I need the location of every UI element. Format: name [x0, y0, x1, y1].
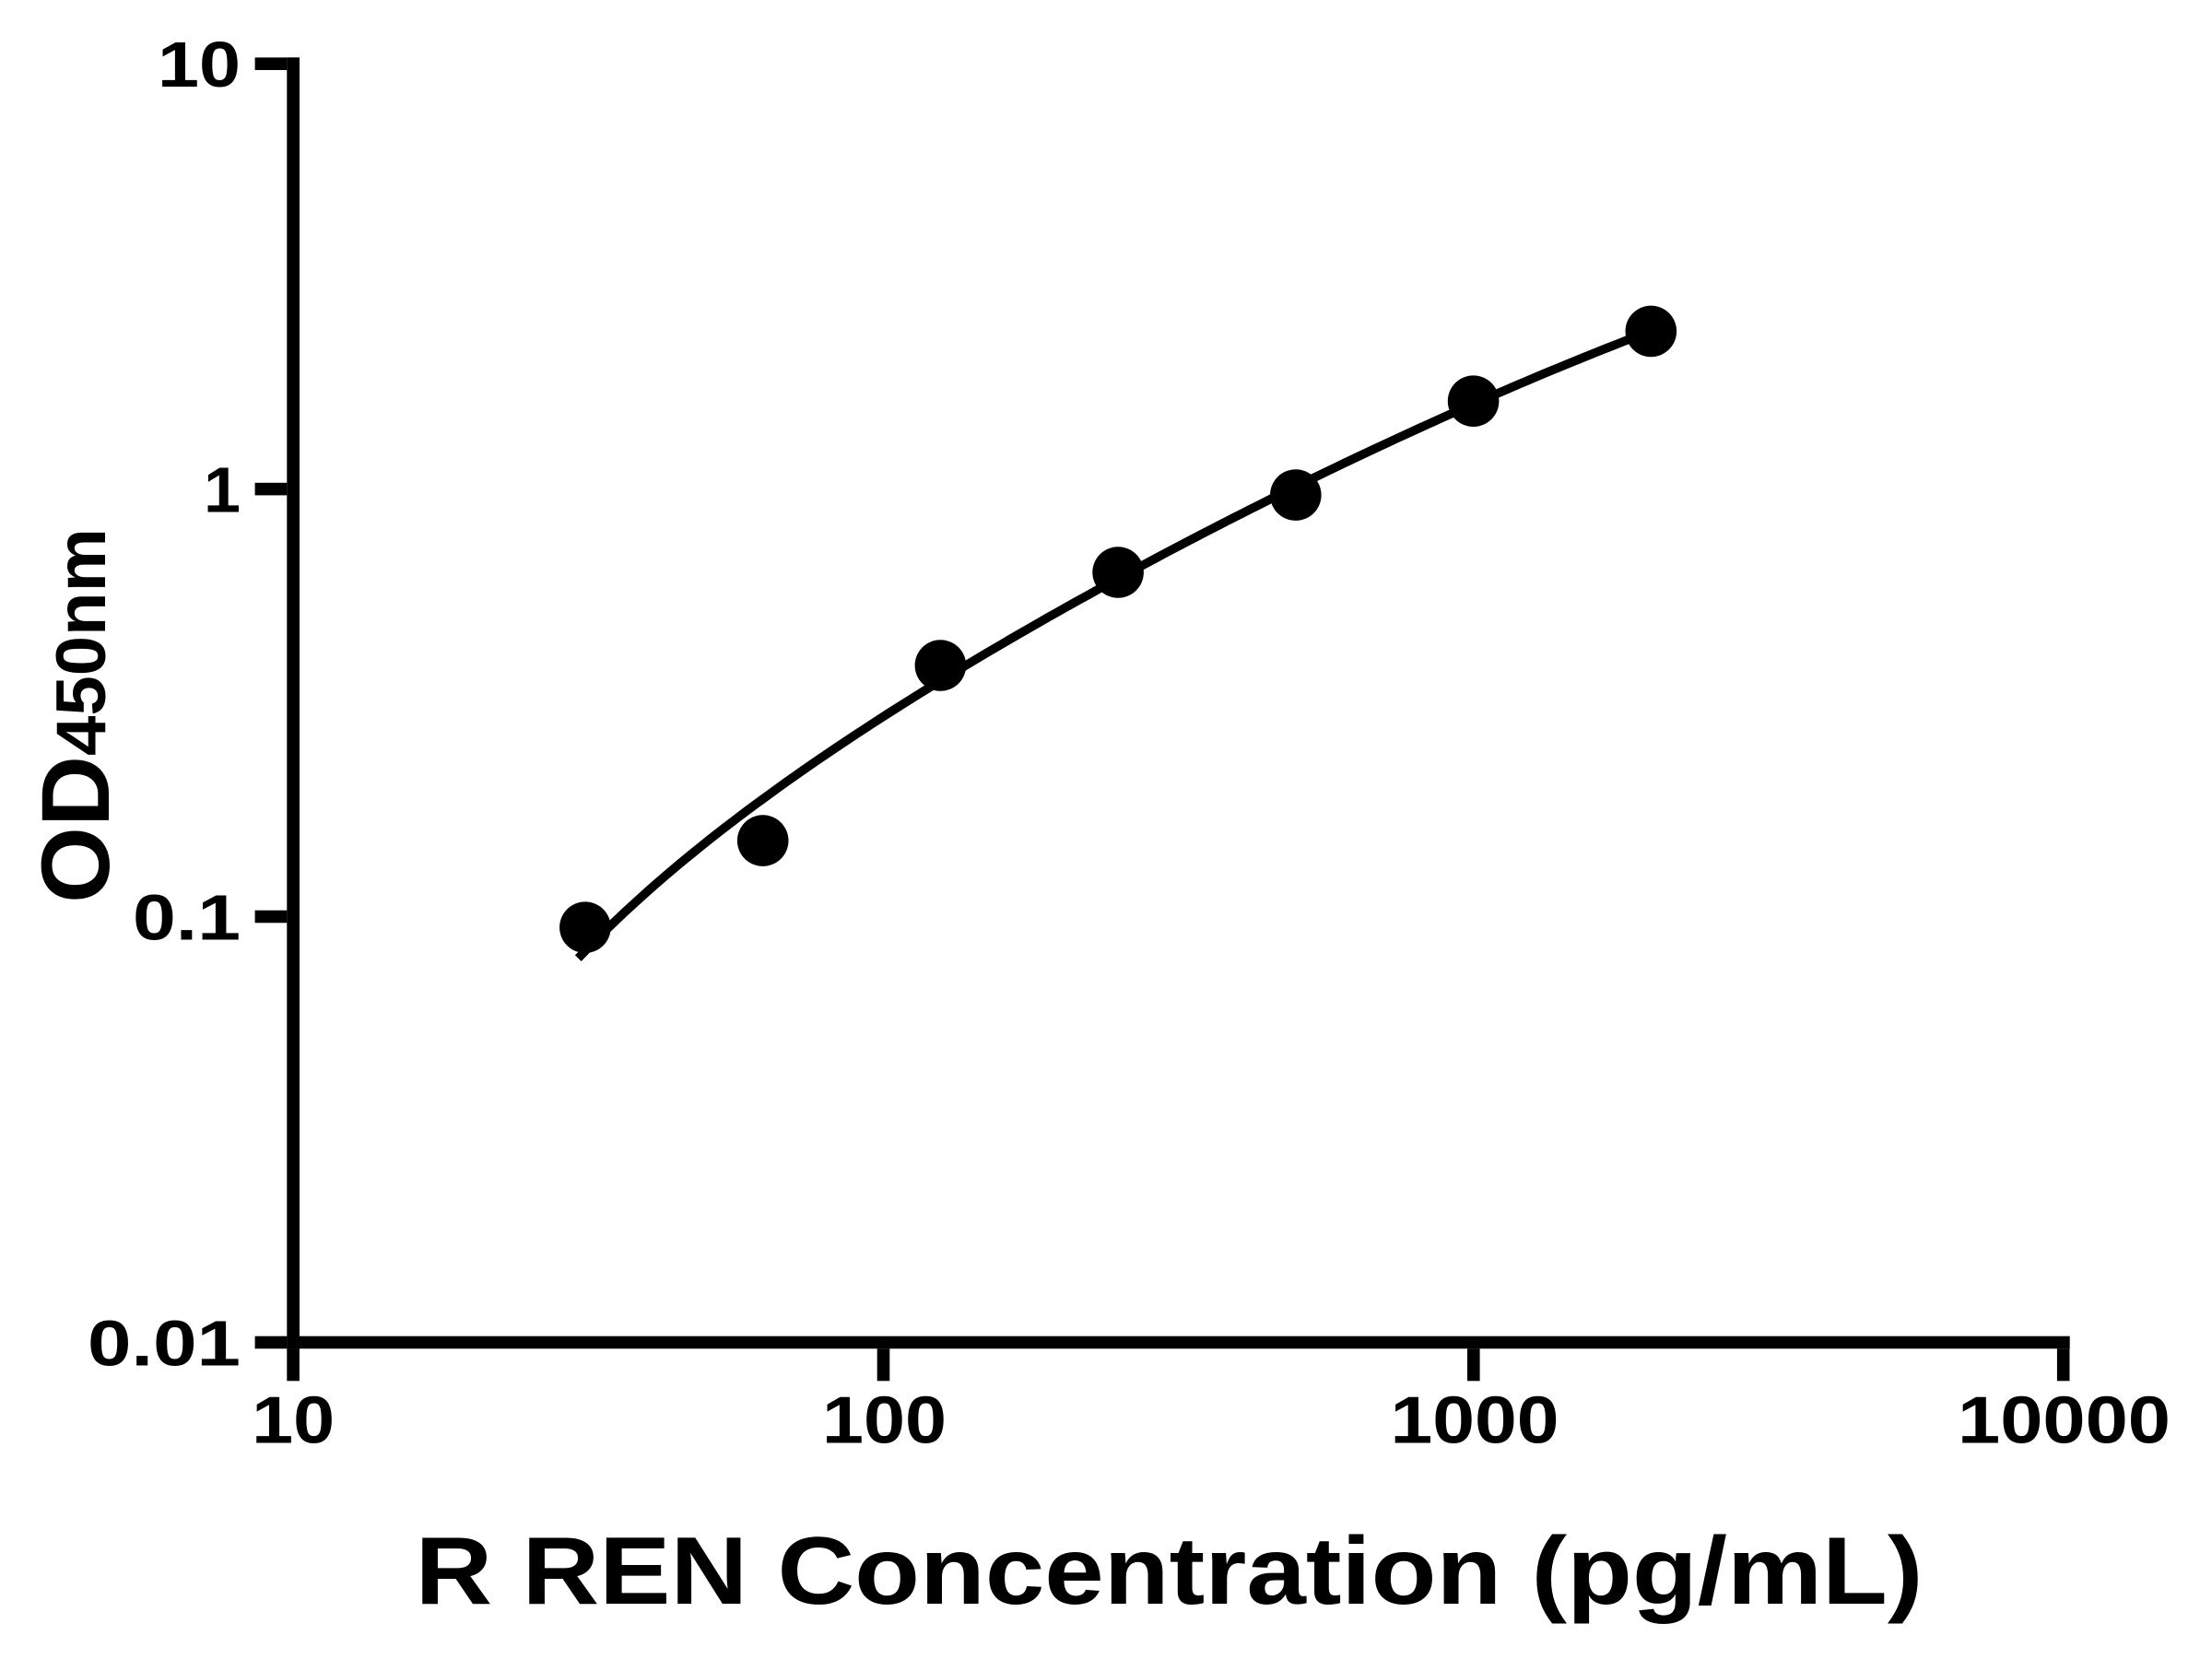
svg-text:10000: 10000	[1958, 1384, 2171, 1458]
svg-text:0.1: 0.1	[133, 882, 241, 954]
svg-text:1000: 1000	[1391, 1384, 1559, 1458]
svg-text:0.01: 0.01	[88, 1308, 241, 1380]
svg-text:10: 10	[158, 29, 241, 100]
svg-text:OD450nm: OD450nm	[22, 528, 130, 903]
svg-text:1: 1	[204, 454, 241, 526]
svg-text:10: 10	[252, 1384, 335, 1458]
svg-text:R REN Concentration (pg/mL): R REN Concentration (pg/mL)	[416, 1518, 1924, 1625]
svg-text:100: 100	[822, 1384, 947, 1458]
